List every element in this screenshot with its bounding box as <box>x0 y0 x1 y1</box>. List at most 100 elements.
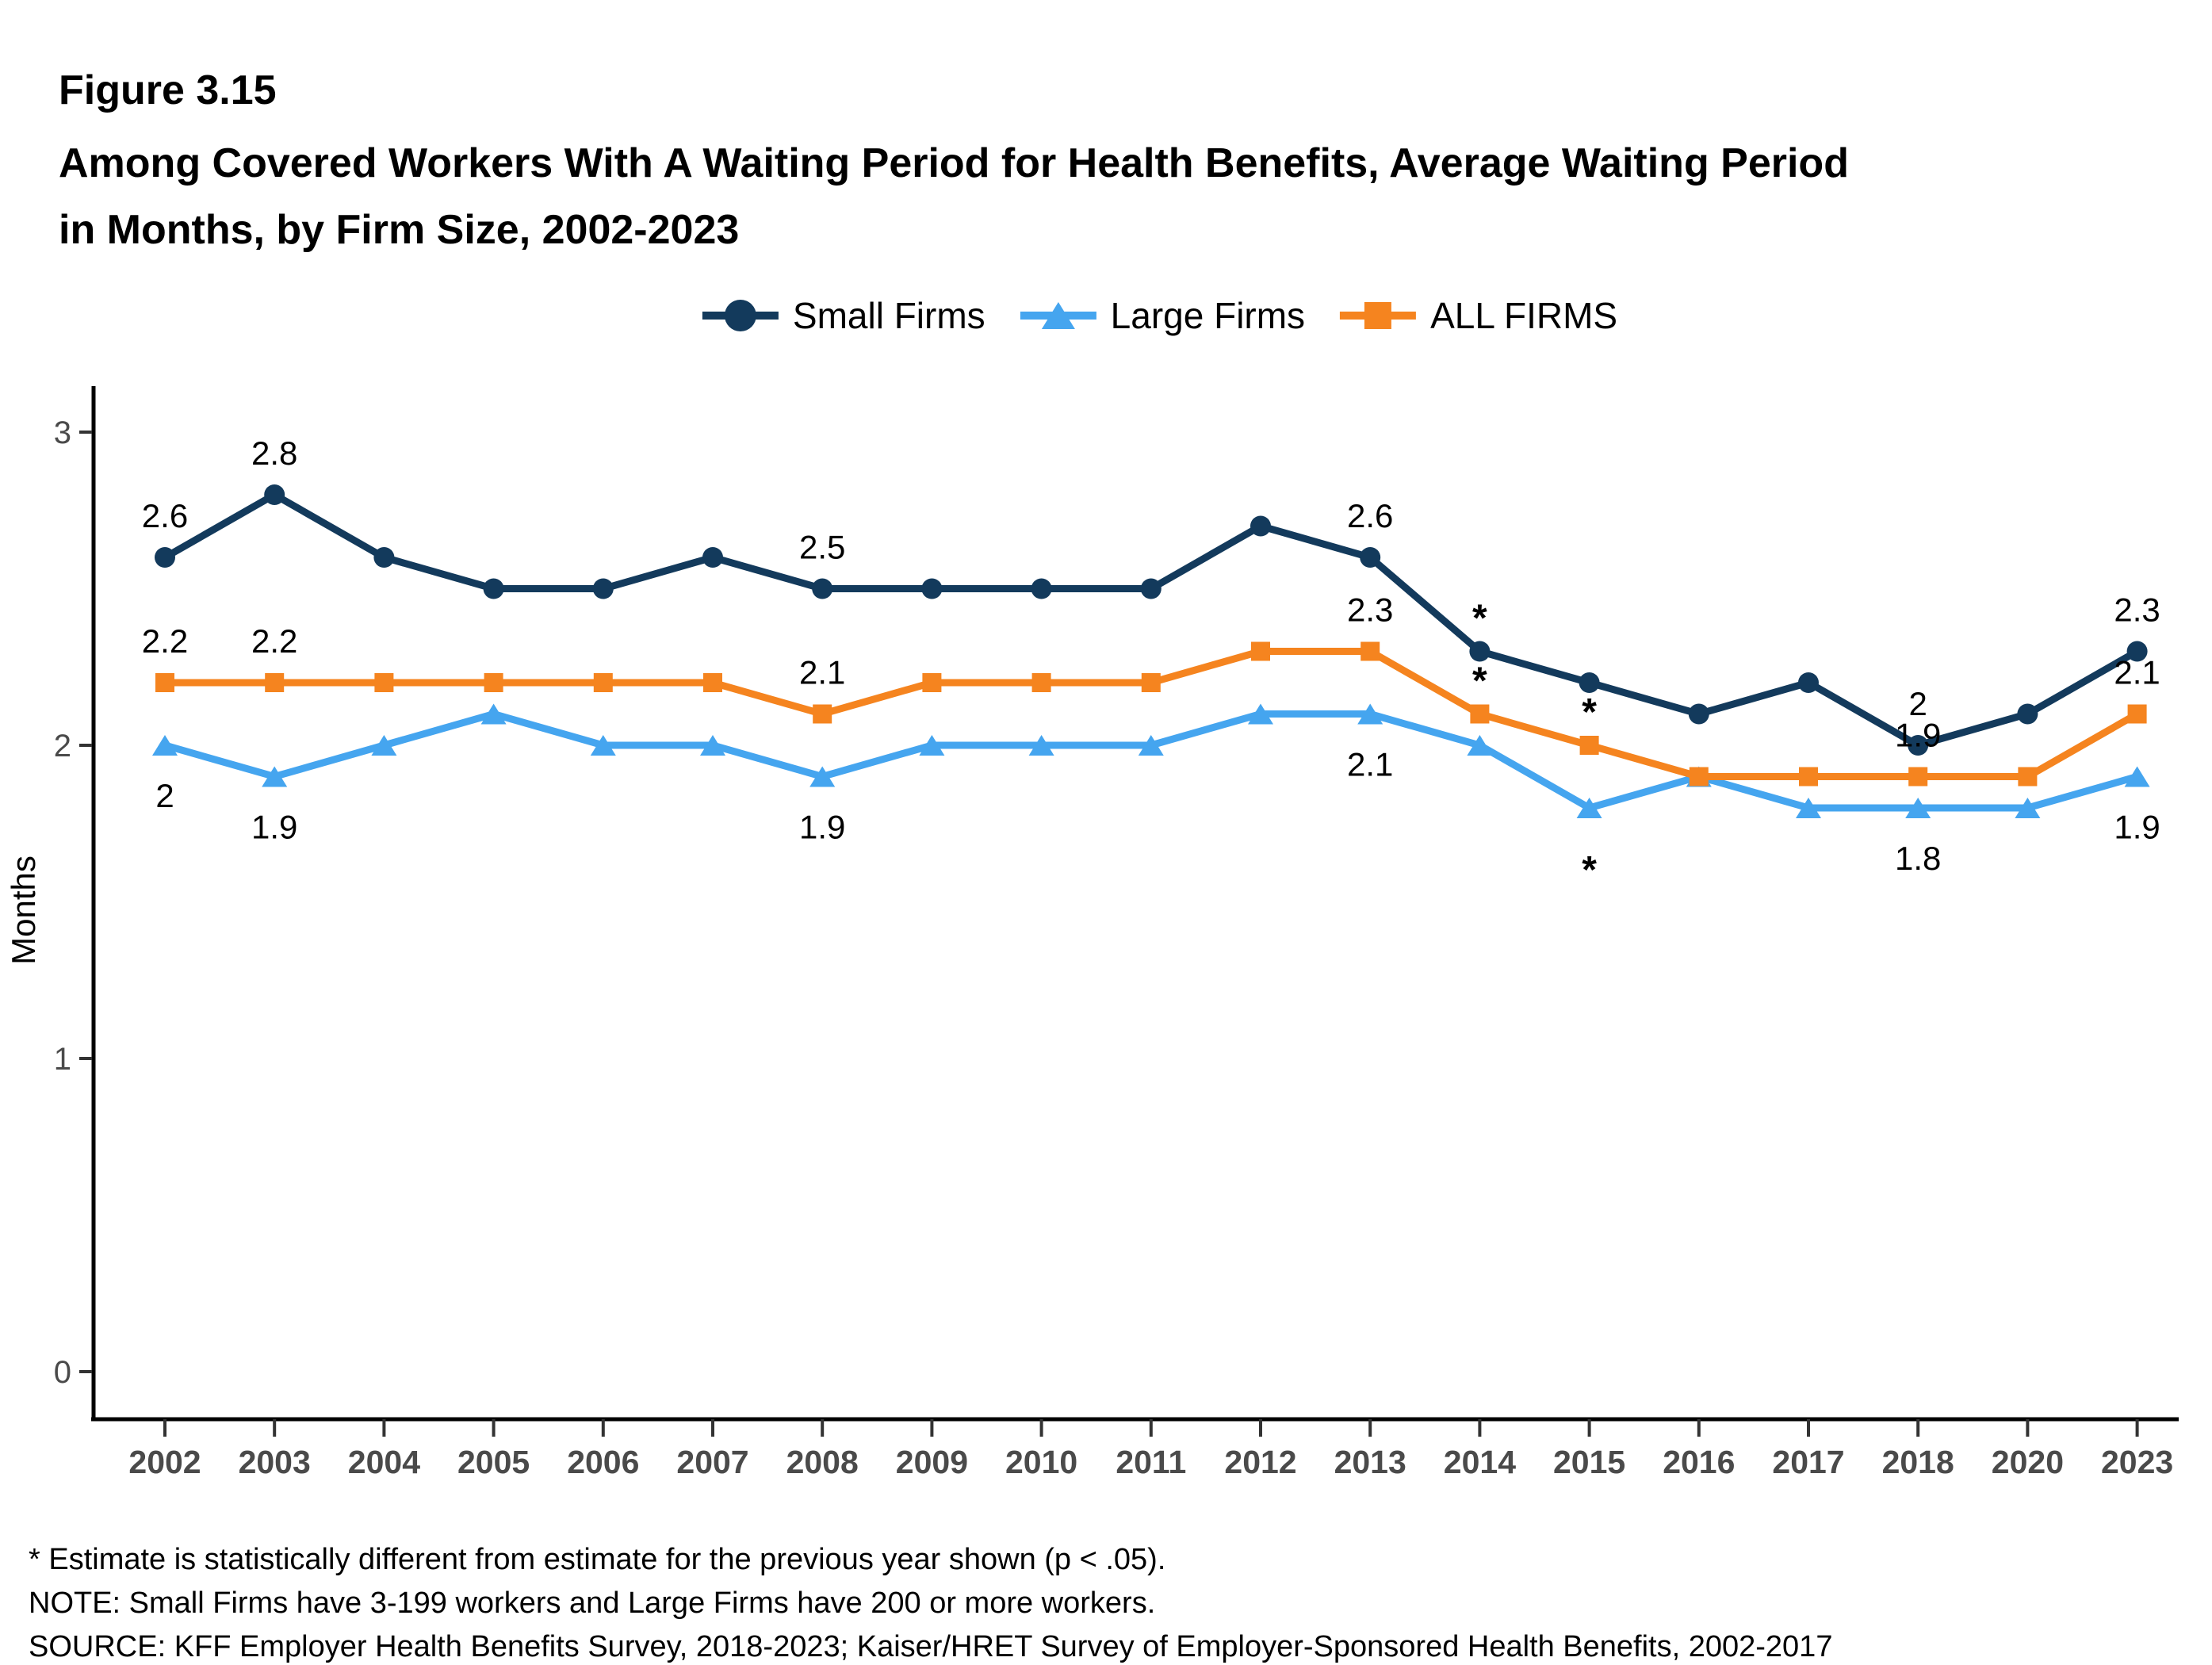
y-tick-label-1: 1 <box>54 1042 71 1077</box>
footnote-asterisk: * Estimate is statistically different fr… <box>29 1543 1166 1576</box>
value-label-large-firms-2023: 1.9 <box>2114 809 2160 846</box>
point-small-firms-2014 <box>1469 641 1491 662</box>
x-tick-label-2016: 2016 <box>1663 1444 1735 1480</box>
point-all-firms-2012 <box>1251 641 1270 661</box>
point-small-firms-2007 <box>702 547 723 568</box>
point-all-firms-2005 <box>484 673 503 692</box>
footnote-note: NOTE: Small Firms have 3-199 workers and… <box>29 1587 1156 1620</box>
value-label-small-firms-2018: 2 <box>1909 685 1927 722</box>
point-large-firms-2015 <box>1576 798 1602 818</box>
value-label-large-firms-2008: 1.9 <box>799 809 845 846</box>
point-small-firms-2023 <box>2126 641 2148 662</box>
point-large-firms-2010 <box>1028 735 1054 756</box>
legend: Small Firms Large Firms ALL FIRMS <box>701 290 1617 341</box>
value-label-all-firms-2023: 2.1 <box>2114 654 2160 691</box>
point-large-firms-2014 <box>1467 735 1493 756</box>
x-tick-label-2008: 2008 <box>786 1444 859 1480</box>
point-large-firms-2020 <box>2015 798 2041 818</box>
value-label-small-firms-2008: 2.5 <box>799 529 845 566</box>
point-small-firms-2004 <box>373 547 395 568</box>
y-tick-label-2: 2 <box>54 729 71 764</box>
point-large-firms-2007 <box>700 735 725 756</box>
point-large-firms-2008 <box>809 766 836 787</box>
point-all-firms-2017 <box>1799 767 1818 787</box>
value-label-large-firms-2018: 1.8 <box>1895 840 1941 877</box>
value-label-small-firms-2013: 2.6 <box>1347 497 1393 534</box>
point-small-firms-2006 <box>592 578 614 599</box>
x-tick-label-2007: 2007 <box>676 1444 748 1480</box>
asterisk-small-firms-2014: * <box>1472 598 1487 640</box>
point-all-firms-2023 <box>2127 704 2147 724</box>
point-all-firms-2006 <box>593 673 613 692</box>
point-large-firms-2023 <box>2124 766 2150 787</box>
asterisk-large-firms-2015: * <box>1582 849 1597 891</box>
point-all-firms-2010 <box>1031 673 1051 692</box>
value-label-small-firms-2002: 2.6 <box>142 497 188 534</box>
x-tick-label-2002: 2002 <box>128 1444 201 1480</box>
x-tick-label-2004: 2004 <box>348 1444 420 1480</box>
legend-marker-all-firms <box>1364 302 1392 329</box>
point-all-firms-2018 <box>1908 767 1928 787</box>
legend-label-all-firms: ALL FIRMS <box>1430 295 1618 336</box>
value-label-large-firms-2013: 2.1 <box>1347 746 1393 783</box>
x-tick-label-2006: 2006 <box>567 1444 639 1480</box>
point-small-firms-2002 <box>155 547 175 568</box>
point-small-firms-2013 <box>1360 547 1381 568</box>
point-large-firms-2004 <box>371 735 397 756</box>
large-firms-triangle-marker-icon <box>1020 302 1096 329</box>
point-small-firms-2018 <box>1908 735 1929 756</box>
value-label-all-firms-2018: 1.9 <box>1895 717 1941 754</box>
value-label-small-firms-2023: 2.3 <box>2114 591 2160 629</box>
point-all-firms-2002 <box>155 673 174 692</box>
point-small-firms-2009 <box>921 578 943 599</box>
x-tick-label-2017: 2017 <box>1772 1444 1844 1480</box>
legend-item-large-firms: Large Firms <box>1019 290 1305 341</box>
point-small-firms-2005 <box>483 578 504 599</box>
series-line-large-firms <box>163 710 2138 812</box>
point-all-firms-2004 <box>374 673 394 692</box>
x-tick-label-2012: 2012 <box>1224 1444 1296 1480</box>
legend-marker-large-firms <box>1041 302 1075 329</box>
chart-title: Among Covered Workers With A Waiting Per… <box>59 130 1849 263</box>
point-large-firms-2005 <box>480 703 507 725</box>
chart-title-line1: Among Covered Workers With A Waiting Per… <box>59 140 1849 186</box>
point-small-firms-2011 <box>1140 578 1161 599</box>
point-small-firms-2008 <box>812 578 833 599</box>
point-large-firms-2018 <box>1905 798 1931 818</box>
point-small-firms-2016 <box>1688 703 1709 725</box>
series-line-all-firms <box>165 648 2139 780</box>
point-small-firms-2015 <box>1579 672 1600 693</box>
point-large-firms-2013 <box>1357 703 1383 725</box>
asterisk-all-firms-2014: * <box>1472 660 1487 702</box>
point-small-firms-2012 <box>1250 515 1271 537</box>
x-tick-label-2003: 2003 <box>239 1444 311 1480</box>
legend-item-all-firms: ALL FIRMS <box>1338 290 1617 341</box>
point-small-firms-2020 <box>2017 703 2038 725</box>
value-label-all-firms-2002: 2.2 <box>142 622 188 660</box>
value-label-small-firms-2003: 2.8 <box>251 434 297 472</box>
point-all-firms-2008 <box>813 704 832 724</box>
point-small-firms-2010 <box>1031 578 1052 599</box>
value-label-large-firms-2002: 2 <box>155 777 174 814</box>
figure-number: Figure 3.15 <box>59 67 277 113</box>
all-firms-square-marker-icon <box>1340 302 1417 329</box>
x-tick-label-2015: 2015 <box>1553 1444 1625 1480</box>
value-label-all-firms-2008: 2.1 <box>799 654 845 691</box>
point-small-firms-2003 <box>264 484 285 505</box>
point-large-firms-2017 <box>1796 798 1821 818</box>
value-label-all-firms-2013: 2.3 <box>1347 591 1393 629</box>
legend-item-small-firms: Small Firms <box>701 290 985 341</box>
point-all-firms-2009 <box>922 673 942 692</box>
x-tick-label-2013: 2013 <box>1334 1444 1406 1480</box>
y-tick-label-0: 0 <box>54 1355 71 1390</box>
point-all-firms-2016 <box>1689 767 1709 787</box>
point-all-firms-2007 <box>703 673 722 692</box>
x-tick-label-2009: 2009 <box>896 1444 968 1480</box>
point-large-firms-2009 <box>919 735 945 756</box>
x-tick-label-2005: 2005 <box>457 1444 530 1480</box>
legend-marker-small-firms <box>724 300 756 331</box>
point-all-firms-2015 <box>1579 736 1599 755</box>
x-tick-label-2011: 2011 <box>1116 1444 1186 1480</box>
